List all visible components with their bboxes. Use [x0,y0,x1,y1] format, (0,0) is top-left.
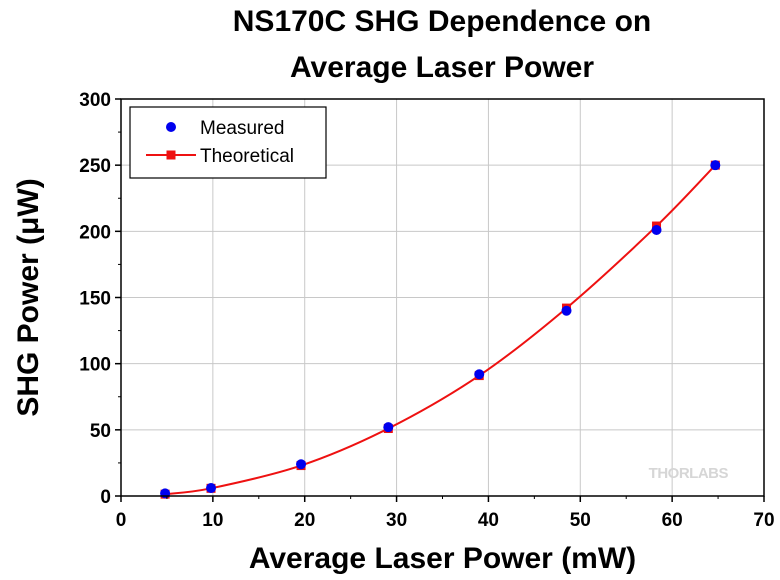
measured-point [206,483,217,494]
measured-point [651,225,662,236]
legend: Measured Theoretical [129,106,327,179]
legend-measured-label: Measured [200,118,285,139]
y-tick-label: 150 [79,289,111,310]
x-tick-label: 50 [570,510,591,531]
x-tick-label: 10 [202,510,223,531]
x-tick-label: 30 [386,510,407,531]
x-tick-label: 60 [662,510,683,531]
legend-measured-marker [166,122,176,132]
x-axis-title: Average Laser Power (mW) [249,542,636,575]
measured-point [296,459,307,470]
data-markers [160,160,721,499]
tick-labels: 0 10 20 30 40 50 60 70 0 50 100 150 200 250 300 [79,90,774,531]
measured-point [710,160,721,171]
y-axis-title: SHG Power (μW) [12,178,45,416]
measured-point [160,488,171,499]
measured-point [474,369,485,380]
chart-title-line-2: Average Laser Power [289,51,595,84]
y-tick-label: 250 [79,156,111,177]
x-tick-label: 40 [478,510,499,531]
y-tick-label: 300 [79,90,111,111]
thorlabs-watermark: THORLABS [649,465,729,482]
theoretical-line [164,164,717,496]
legend-theoretical-marker [166,150,176,160]
x-tick-label: 0 [116,510,127,531]
y-tick-label: 0 [100,487,111,508]
x-tick-label: 70 [753,510,774,531]
theoretical-curve [164,164,717,496]
chart-title-line-1: NS170C SHG Dependence on [232,5,652,38]
legend-box [129,106,327,179]
y-tick-label: 100 [79,355,111,376]
grid-lines [121,99,764,496]
x-tick-label: 20 [294,510,315,531]
measured-point [383,422,394,433]
y-tick-label: 200 [79,222,111,243]
measured-point [561,305,572,316]
axis-ticks [115,98,765,502]
legend-theoretical-label: Theoretical [200,146,294,167]
y-tick-label: 50 [90,421,111,442]
